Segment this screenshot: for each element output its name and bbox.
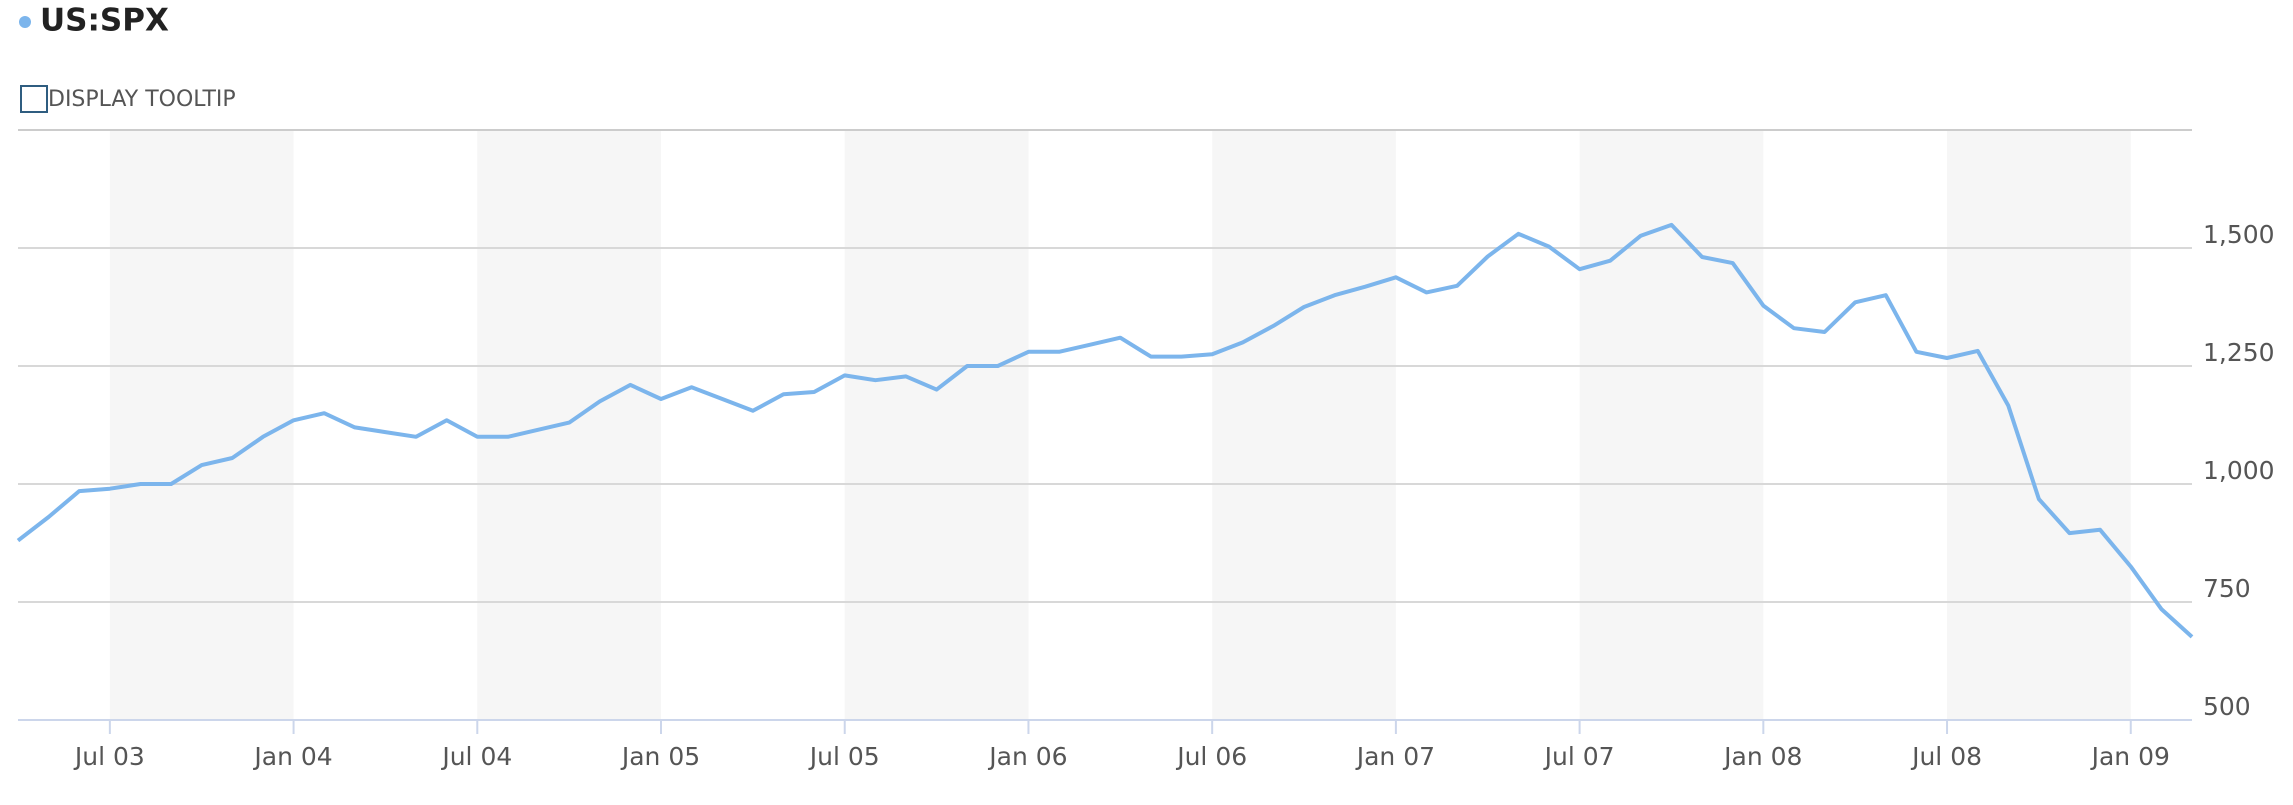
x-tick-label: Jul 05 xyxy=(808,742,880,771)
y-tick-label: 750 xyxy=(2203,574,2251,603)
x-tick-label: Jul 04 xyxy=(440,742,512,771)
x-tick-label: Jan 08 xyxy=(1722,742,1802,771)
alternate-band xyxy=(1947,130,2131,720)
alternate-band xyxy=(109,130,294,720)
legend-label: US:SPX xyxy=(40,3,169,39)
x-tick-label: Jan 07 xyxy=(1355,742,1435,771)
legend-marker xyxy=(19,16,31,28)
y-tick-label: 1,250 xyxy=(2203,338,2275,367)
alternate-band xyxy=(844,130,1029,720)
x-tick-label: Jan 09 xyxy=(2090,742,2170,771)
tooltip-label[interactable]: DISPLAY TOOLTIP xyxy=(48,87,236,112)
x-tick-label: Jul 06 xyxy=(1175,742,1247,771)
y-tick-label: 1,000 xyxy=(2203,456,2275,485)
x-tick-label: Jan 06 xyxy=(987,742,1067,771)
tooltip-checkbox[interactable] xyxy=(20,85,48,113)
y-tick-label: 1,500 xyxy=(2203,220,2275,249)
x-tick-label: Jul 03 xyxy=(73,742,145,771)
y-tick-label: 500 xyxy=(2203,692,2251,721)
price-line xyxy=(16,222,2194,639)
alternate-band xyxy=(1212,130,1396,720)
x-tick-label: Jan 04 xyxy=(252,742,332,771)
alternate-band xyxy=(477,130,662,720)
x-tick-label: Jan 05 xyxy=(620,742,700,771)
x-tick-label: Jul 08 xyxy=(1910,742,1982,771)
x-tick-label: Jul 07 xyxy=(1543,742,1615,771)
alternate-band xyxy=(1579,130,1764,720)
